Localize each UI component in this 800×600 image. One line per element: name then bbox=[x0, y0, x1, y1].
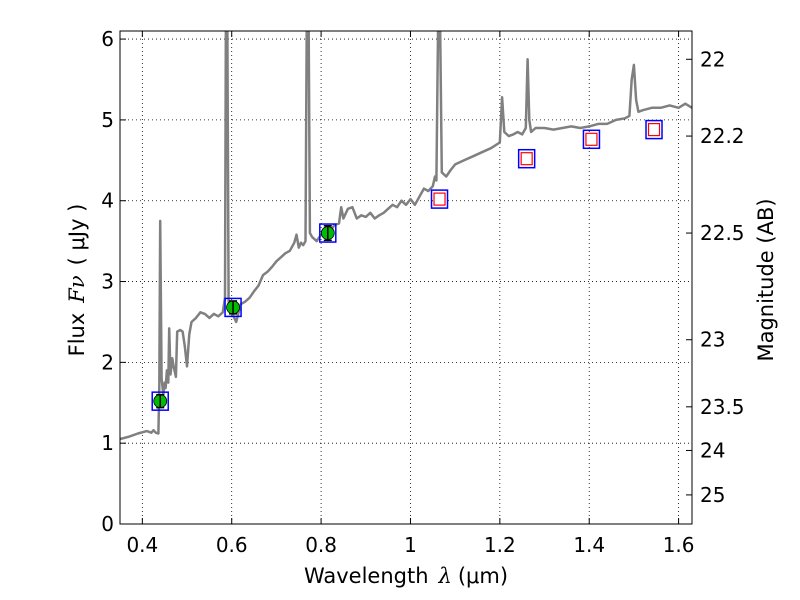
x-tick-label: 1.4 bbox=[573, 533, 605, 557]
plot-frame bbox=[119, 30, 693, 525]
model-square bbox=[582, 129, 601, 150]
y2-tick-label: 22 bbox=[700, 47, 725, 71]
y-tick-label: 3 bbox=[101, 270, 114, 294]
x-tick-label: 1 bbox=[404, 533, 417, 557]
spectrum-line bbox=[120, 31, 692, 441]
grid bbox=[120, 31, 692, 525]
markers bbox=[151, 119, 663, 411]
x-axis-label: Wavelength λ (μm) bbox=[304, 564, 508, 588]
y2-tick-label: 23 bbox=[700, 328, 725, 352]
model-square bbox=[517, 148, 536, 169]
y-axis-label: Flux Fν ( μJy ) bbox=[65, 204, 89, 357]
y-axis-symbol: Fν bbox=[65, 275, 89, 304]
model-square bbox=[151, 391, 169, 411]
open-marker bbox=[585, 132, 598, 146]
y-tick-label: 4 bbox=[101, 189, 114, 213]
x-axis-label-text: Wavelength bbox=[304, 564, 429, 588]
y-axis-label-text: Flux bbox=[65, 313, 89, 357]
model-square bbox=[319, 223, 337, 243]
open-marker bbox=[433, 192, 446, 206]
x-tick-label: 1.6 bbox=[663, 533, 695, 557]
x-tick-label: 0.8 bbox=[305, 533, 337, 557]
y2-tick-label: 22.2 bbox=[700, 124, 745, 148]
ticks bbox=[120, 31, 692, 525]
y-tick-label: 5 bbox=[101, 108, 114, 132]
x-axis-symbol: λ bbox=[438, 564, 452, 588]
x-axis-unit: (μm) bbox=[458, 564, 508, 588]
model-square bbox=[645, 119, 663, 140]
labels: 0.4 0.6 0.8 1 1.2 1.4 1.601234562222.222.52323… bbox=[101, 27, 744, 557]
y-tick-label: 2 bbox=[101, 350, 114, 374]
y2-tick-label: 22.5 bbox=[700, 221, 745, 245]
y2-tick-label: 24 bbox=[700, 438, 725, 462]
open-marker bbox=[520, 152, 533, 166]
x-tick-label: 1.2 bbox=[484, 533, 516, 557]
y-tick-label: 0 bbox=[101, 512, 114, 536]
y2-tick-label: 23.5 bbox=[700, 395, 745, 419]
x-tick-label: 0.6 bbox=[216, 533, 248, 557]
model-square bbox=[430, 189, 449, 209]
y-tick-label: 1 bbox=[101, 431, 114, 455]
y2-axis-label: Magnitude (AB) bbox=[754, 198, 778, 361]
y-tick-label: 6 bbox=[101, 27, 114, 51]
y-axis-unit: ( μJy ) bbox=[65, 204, 89, 266]
model-square bbox=[224, 297, 242, 318]
x-tick-label: 0.4 bbox=[126, 533, 158, 557]
open-marker bbox=[647, 122, 661, 137]
spectrum bbox=[120, 31, 692, 441]
y2-tick-label: 25 bbox=[700, 483, 725, 507]
